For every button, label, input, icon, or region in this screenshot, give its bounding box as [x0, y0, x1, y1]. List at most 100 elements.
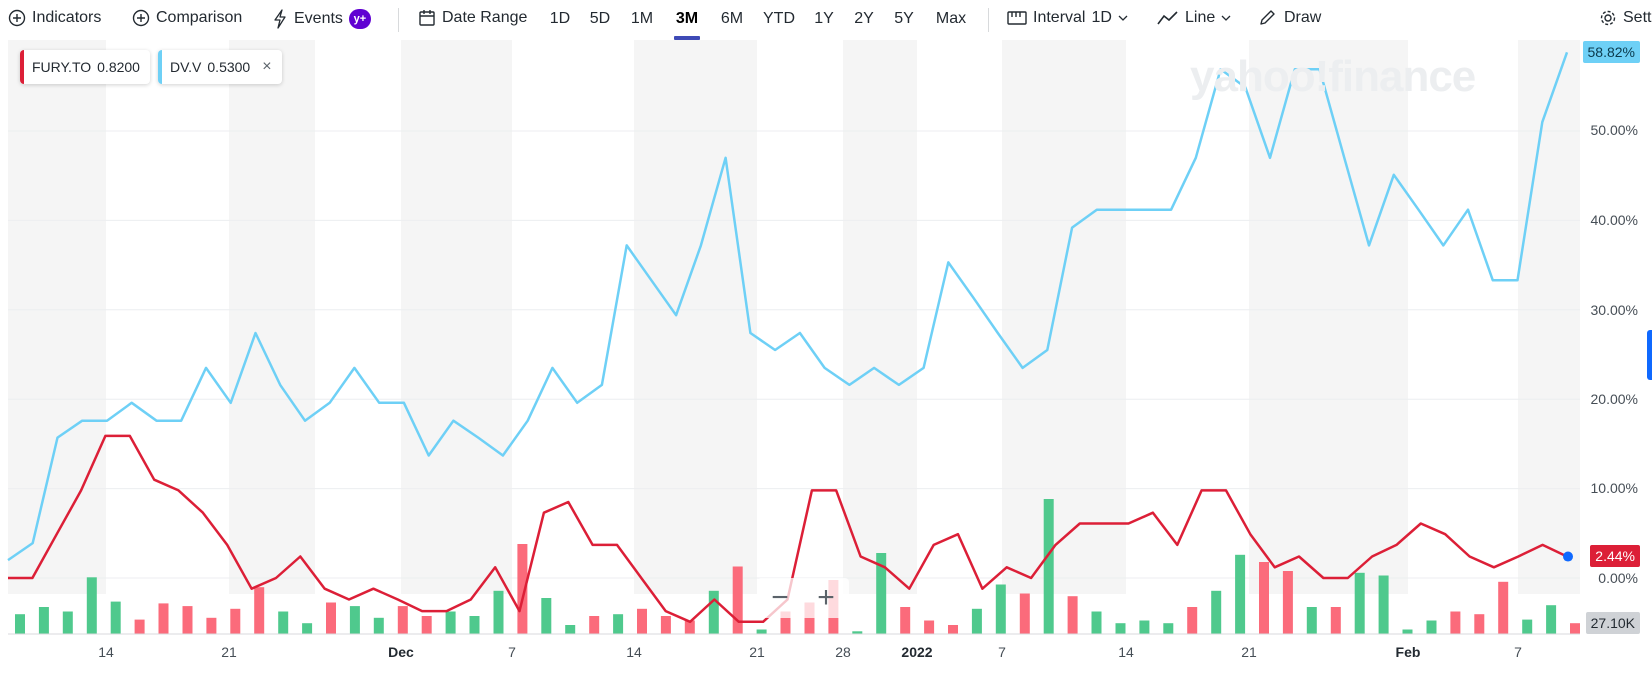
volume-bar [254, 587, 265, 634]
fury-color-swatch [20, 50, 24, 84]
settings-button[interactable]: Sett [1599, 9, 1651, 27]
volume-bar [1115, 623, 1126, 634]
draw-label: Draw [1284, 9, 1322, 26]
chart-type-dropdown[interactable]: Line [1157, 9, 1231, 27]
x-tick-label: 21 [749, 644, 765, 660]
volume-bar [1498, 581, 1509, 634]
volume-bar [876, 553, 887, 634]
draw-button[interactable]: Draw [1258, 9, 1321, 27]
y-tick-label: 50.00% [1590, 122, 1638, 138]
volume-bar [373, 617, 384, 634]
dv-series-line [7, 51, 1569, 562]
chart-toolbar: Indicators Comparison Events y+ Date Ran… [0, 0, 1652, 40]
lightning-icon [274, 9, 286, 29]
range-3m[interactable]: 3M [668, 0, 706, 40]
line-chart-icon [1157, 11, 1178, 25]
volume-bar [1139, 620, 1150, 634]
volume-bar [1546, 605, 1557, 634]
volume-bar [1163, 623, 1174, 634]
week-band [1249, 40, 1408, 594]
x-tick-label: 7 [1514, 644, 1522, 660]
week-band [8, 40, 106, 594]
week-band [634, 40, 757, 594]
price-chart[interactable] [0, 40, 1652, 686]
volume-bar [158, 603, 169, 634]
week-band [843, 40, 917, 594]
volume-bar [1402, 629, 1413, 634]
volume-bar [1235, 554, 1246, 634]
zoom-out-button[interactable]: − [771, 581, 789, 614]
x-tick-label: 21 [221, 644, 237, 660]
volume-bar [995, 584, 1006, 634]
range-1y[interactable]: 1Y [814, 10, 834, 27]
zoom-in-button[interactable]: + [817, 581, 835, 614]
x-tick-label: Dec [388, 644, 414, 660]
x-tick-label: 14 [98, 644, 114, 660]
fury-last-point [1563, 551, 1573, 562]
side-panel-handle[interactable] [1647, 330, 1652, 380]
volume-bar [397, 606, 408, 634]
indicators-label: Indicators [32, 9, 102, 26]
comparison-label: Comparison [156, 9, 243, 26]
volume-bar [134, 619, 145, 634]
range-2y[interactable]: 2Y [854, 10, 874, 27]
legend-dv[interactable]: DV.V 0.5300 × [158, 50, 282, 84]
x-tick-label: 14 [1118, 644, 1134, 660]
range-ytd[interactable]: YTD [763, 10, 795, 27]
x-tick-label: 21 [1241, 644, 1257, 660]
range-5y[interactable]: 5Y [894, 10, 914, 27]
date-range-button[interactable]: Date Range [418, 9, 527, 27]
calendar-icon [419, 10, 435, 26]
volume-bar [924, 620, 935, 634]
volume-bar [110, 601, 121, 634]
volume-bar [517, 544, 528, 634]
events-button[interactable]: Events y+ [272, 9, 371, 29]
x-tick-label: 7 [508, 644, 516, 660]
volume-bar [1354, 572, 1365, 634]
volume-bar [62, 611, 73, 634]
yahoo-plus-badge: y+ [348, 9, 371, 29]
x-tick-label: 14 [626, 644, 642, 660]
volume-bar [948, 625, 958, 634]
chevron-down-icon [1118, 15, 1128, 21]
indicators-button[interactable]: Indicators [8, 9, 101, 27]
dv-color-swatch [158, 50, 162, 84]
x-tick-label: 2022 [901, 644, 933, 660]
volume-bar [900, 607, 911, 634]
zoom-controls: − + [757, 578, 849, 618]
volume-bar [1378, 575, 1389, 634]
range-6m[interactable]: 6M [720, 10, 744, 27]
volume-bar [1019, 593, 1030, 634]
legend-fury-symbol: FURY.TO [32, 59, 92, 75]
legend-fury-value: 0.8200 [97, 59, 140, 75]
volume-bar [804, 602, 815, 634]
volume-bar [493, 590, 504, 634]
volume-bar [1282, 571, 1293, 634]
range-5d[interactable]: 5D [589, 10, 611, 27]
range-1m[interactable]: 1M [630, 10, 654, 27]
volume-flag: 27.10K [1585, 612, 1640, 634]
volume-bar [349, 606, 360, 634]
range-max[interactable]: Max [935, 10, 967, 27]
volume-bar [637, 608, 647, 634]
volume-bar [1570, 623, 1580, 634]
legend-dv-symbol: DV.V [170, 59, 202, 75]
yahoo-finance-watermark: yahoo!finance [1190, 52, 1476, 101]
volume-bar [1306, 607, 1317, 634]
remove-comparison-icon[interactable]: × [262, 58, 272, 75]
y-tick-label: 30.00% [1590, 302, 1638, 318]
y-tick-label: 10.00% [1590, 480, 1638, 496]
comparison-button[interactable]: Comparison [132, 9, 242, 27]
dv-last-value-flag: 58.82% [1582, 41, 1640, 63]
y-tick-label: 40.00% [1590, 212, 1638, 228]
legend-fury[interactable]: FURY.TO 0.8200 [20, 50, 150, 84]
week-band [401, 40, 512, 594]
week-band [1518, 40, 1580, 594]
x-tick-label: Feb [1395, 644, 1421, 660]
interval-dropdown[interactable]: Interval 1D [1007, 9, 1128, 27]
interval-value: 1D [1091, 9, 1112, 26]
volume-bar [1330, 607, 1341, 634]
y-tick-label: 20.00% [1590, 391, 1638, 407]
range-1d[interactable]: 1D [549, 10, 571, 27]
ruler-icon [1007, 11, 1027, 25]
